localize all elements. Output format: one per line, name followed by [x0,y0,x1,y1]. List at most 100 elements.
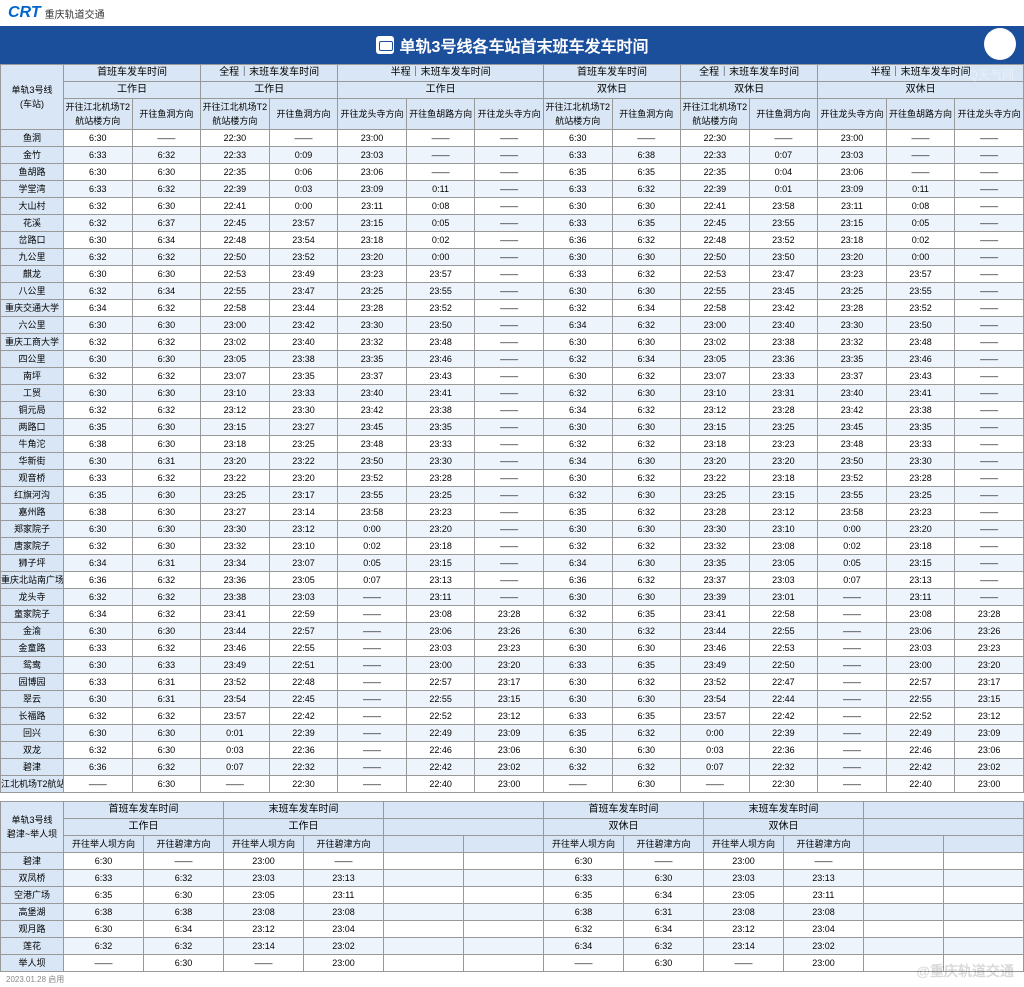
time-cell [464,870,544,887]
time-cell: 22:53 [681,266,750,283]
column-header: 开往鱼胡路方向 [406,99,475,130]
time-cell: 23:05 [201,351,270,368]
time-cell: 6:30 [543,691,612,708]
time-cell: 6:30 [612,742,681,759]
time-cell: 23:23 [886,504,955,521]
time-cell: 22:55 [269,640,338,657]
time-cell: 23:12 [201,402,270,419]
time-cell: —— [475,368,544,385]
train-icon [376,36,394,54]
time-cell: 23:00 [784,955,864,972]
time-cell: 23:15 [818,215,887,232]
time-cell: 23:43 [406,368,475,385]
time-cell: 6:32 [612,368,681,385]
time-cell: 6:30 [64,453,133,470]
station-name-cell: 九公里 [1,249,64,266]
time-cell: 23:00 [955,776,1024,793]
time-cell: 6:33 [64,674,133,691]
time-cell: 6:35 [543,725,612,742]
time-cell: —— [338,674,407,691]
time-cell: 23:32 [818,334,887,351]
time-cell: —— [475,249,544,266]
time-cell: 0:07 [749,147,818,164]
column-header: 开往鱼洞方向 [269,99,338,130]
time-cell: 6:30 [543,368,612,385]
time-cell: 22:55 [886,691,955,708]
time-cell: 23:15 [749,487,818,504]
time-cell: 0:05 [818,555,887,572]
time-cell: 6:32 [64,708,133,725]
time-cell: 23:36 [749,351,818,368]
time-cell [944,938,1024,955]
station-row: 岔路口6:306:3422:4823:5423:180:02——6:366:32… [1,232,1024,249]
time-cell: 0:05 [886,215,955,232]
time-cell: 6:36 [64,759,133,776]
time-cell: 23:00 [304,955,384,972]
time-cell: 23:05 [749,555,818,572]
station-name-cell: 高堡湖 [1,904,64,921]
station-row: 观音桥6:336:3223:2223:2023:5223:28——6:306:3… [1,470,1024,487]
time-cell: 6:33 [543,266,612,283]
time-cell: 6:32 [543,351,612,368]
time-cell: 0:07 [818,572,887,589]
time-cell: 0:01 [749,181,818,198]
time-cell: 6:32 [612,572,681,589]
time-cell: 23:15 [681,419,750,436]
station-row: 鸳鸯6:306:3323:4922:51——23:0023:206:336:35… [1,657,1024,674]
time-cell: 22:49 [886,725,955,742]
time-cell: 6:32 [612,538,681,555]
station-row: 重庆交通大学6:346:3222:5823:4423:2823:52——6:32… [1,300,1024,317]
time-cell: 23:23 [749,436,818,453]
time-cell: 6:32 [612,436,681,453]
station-row: 鱼洞6:30——22:30——23:00————6:30——22:30——23:… [1,130,1024,147]
time-cell: 23:38 [749,334,818,351]
time-cell: —— [475,317,544,334]
time-cell: 23:50 [406,317,475,334]
station-name-cell: 金童路 [1,640,64,657]
time-cell: 6:34 [64,300,133,317]
station-row: 花溪6:326:3722:4523:5723:150:05——6:336:352… [1,215,1024,232]
time-cell: —— [475,436,544,453]
station-name-cell: 工贸 [1,385,64,402]
time-cell: 6:34 [612,351,681,368]
station-name-cell: 铜元局 [1,402,64,419]
time-cell: 23:35 [269,368,338,385]
time-cell: 23:13 [886,572,955,589]
time-cell: 6:30 [132,351,201,368]
time-cell: 23:47 [749,266,818,283]
group-header-top: 首班车发车时间 [64,65,201,82]
time-cell: 22:30 [749,776,818,793]
time-cell: 22:58 [681,300,750,317]
time-cell: 23:40 [338,385,407,402]
time-cell: 6:30 [132,419,201,436]
time-cell: 6:38 [64,504,133,521]
time-cell: 23:38 [201,589,270,606]
time-cell: 23:46 [681,640,750,657]
time-cell: 6:35 [543,504,612,521]
time-cell: 0:00 [406,249,475,266]
time-cell: 6:30 [612,283,681,300]
time-cell: 6:33 [543,657,612,674]
time-cell: 22:36 [749,742,818,759]
time-cell: 23:15 [955,691,1024,708]
time-cell: 6:34 [64,606,133,623]
time-cell: 23:35 [818,351,887,368]
time-cell: —— [818,657,887,674]
time-cell: 23:50 [749,249,818,266]
column-header [464,836,544,853]
station-name-cell: 童家院子 [1,606,64,623]
column-header: 开往龙头寺方向 [818,99,887,130]
group-header-top: 全程｜末班车发车时间 [681,65,818,82]
time-cell: 23:15 [406,555,475,572]
time-cell [464,921,544,938]
time-cell: —— [338,742,407,759]
time-cell: 23:54 [269,232,338,249]
time-cell: 22:42 [269,708,338,725]
time-cell: —— [818,691,887,708]
branch-tbody: 碧津6:30——23:00——6:30——23:00——双凤桥6:336:322… [1,853,1024,972]
time-cell: 22:55 [406,691,475,708]
station-row: 狮子坪6:346:3123:3423:070:0523:15——6:346:30… [1,555,1024,572]
station-row: 铜元局6:326:3223:1223:3023:4223:38——6:346:3… [1,402,1024,419]
time-cell [384,904,464,921]
time-cell: 23:32 [338,334,407,351]
